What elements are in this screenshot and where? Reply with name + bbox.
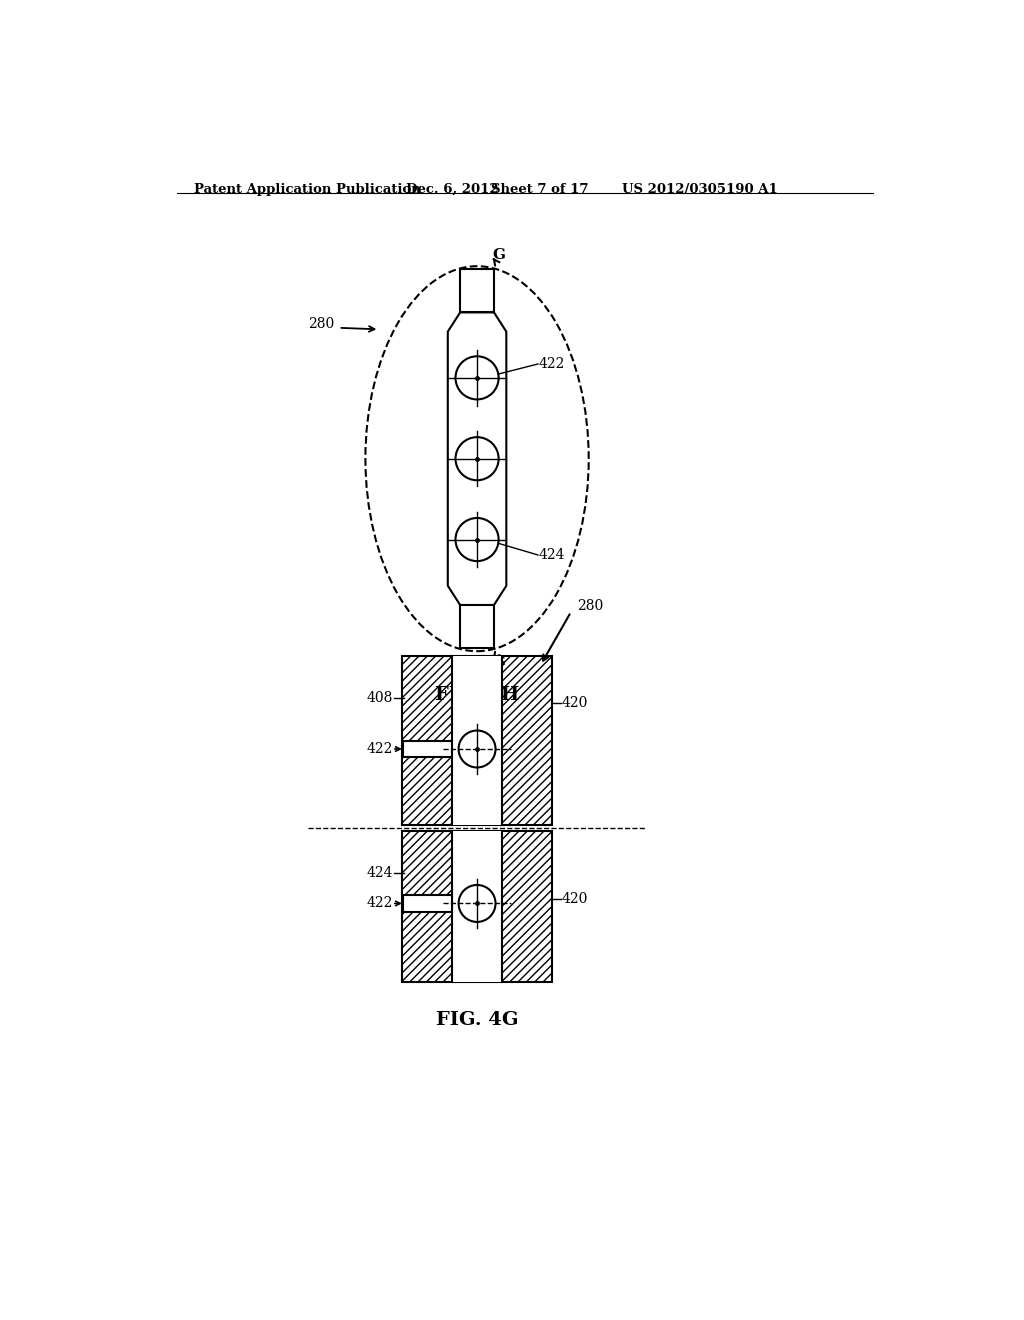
Bar	[460, 269, 494, 313]
Text: 422: 422	[367, 896, 393, 911]
Bar	[460, 605, 494, 648]
Text: 424: 424	[539, 548, 565, 562]
Text: 280: 280	[308, 317, 335, 331]
Circle shape	[459, 884, 496, 921]
Bar	[402, 832, 552, 982]
Text: FIG. 4H: FIG. 4H	[435, 686, 519, 704]
Text: G: G	[493, 248, 506, 263]
Text: 424: 424	[367, 866, 393, 880]
Text: 280: 280	[578, 599, 603, 612]
Ellipse shape	[456, 517, 499, 561]
Ellipse shape	[456, 437, 499, 480]
Text: Patent Application Publication: Patent Application Publication	[194, 183, 421, 197]
Text: Sheet 7 of 17: Sheet 7 of 17	[490, 183, 589, 197]
Bar	[402, 656, 552, 825]
Text: 408: 408	[367, 692, 393, 705]
Text: FIG. 4G: FIG. 4G	[436, 1011, 518, 1028]
Bar	[403, 741, 453, 758]
Text: US 2012/0305190 A1: US 2012/0305190 A1	[622, 183, 777, 197]
Text: Dec. 6, 2012: Dec. 6, 2012	[407, 183, 499, 197]
Text: 422: 422	[367, 742, 393, 756]
Circle shape	[459, 730, 496, 767]
Bar	[403, 895, 453, 912]
Bar	[453, 832, 502, 982]
Bar	[453, 656, 502, 825]
Text: 420: 420	[561, 696, 588, 710]
Polygon shape	[447, 313, 506, 605]
Text: 420: 420	[561, 892, 588, 906]
Ellipse shape	[456, 356, 499, 400]
Text: G: G	[493, 655, 506, 669]
Text: 422: 422	[539, 356, 565, 371]
